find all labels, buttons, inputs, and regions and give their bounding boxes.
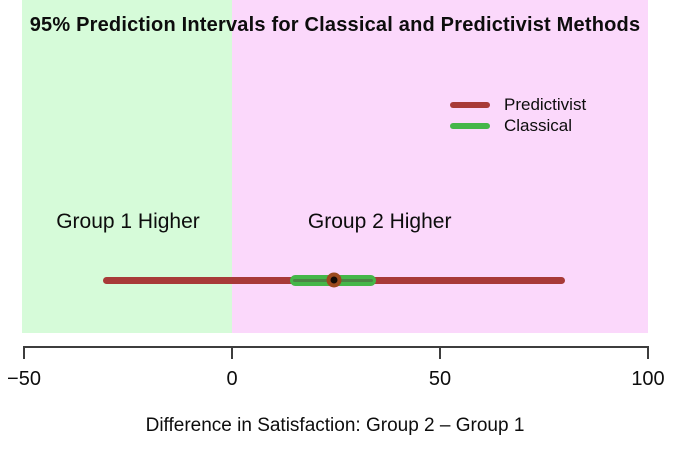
legend-label-classical: Classical [504, 115, 573, 135]
x-axis-line [24, 346, 648, 348]
x-axis-tick-label-0: 0 [226, 368, 238, 390]
legend: Predictivist Classical [450, 94, 586, 136]
zone-label-group2-higher: Group 2 Higher [307, 210, 452, 233]
x-axis-tick-0 [231, 346, 233, 359]
legend-label-predictivist: Predictivist [504, 94, 587, 114]
x-axis-tick-label-100: 100 [631, 368, 665, 390]
zone-label-group1-higher: Group 1 Higher [56, 210, 200, 233]
chart-title: 95% Prediction Intervals for Classical a… [29, 14, 641, 36]
x-axis-tick--50 [23, 346, 25, 359]
x-axis-tick-100 [647, 346, 649, 359]
x-axis-tick-label-50: 50 [428, 368, 452, 390]
legend-item-classical: Classical [450, 115, 586, 136]
classical-line-swatch [450, 122, 490, 129]
x-axis-tick-label--50: −50 [7, 368, 41, 390]
legend-item-predictivist: Predictivist [450, 94, 586, 115]
x-axis-label: Difference in Satisfaction: Group 2 – Gr… [145, 415, 525, 436]
x-axis-tick-50 [439, 346, 441, 359]
predictivist-line-swatch [450, 101, 490, 108]
point-estimate-marker [326, 272, 342, 288]
